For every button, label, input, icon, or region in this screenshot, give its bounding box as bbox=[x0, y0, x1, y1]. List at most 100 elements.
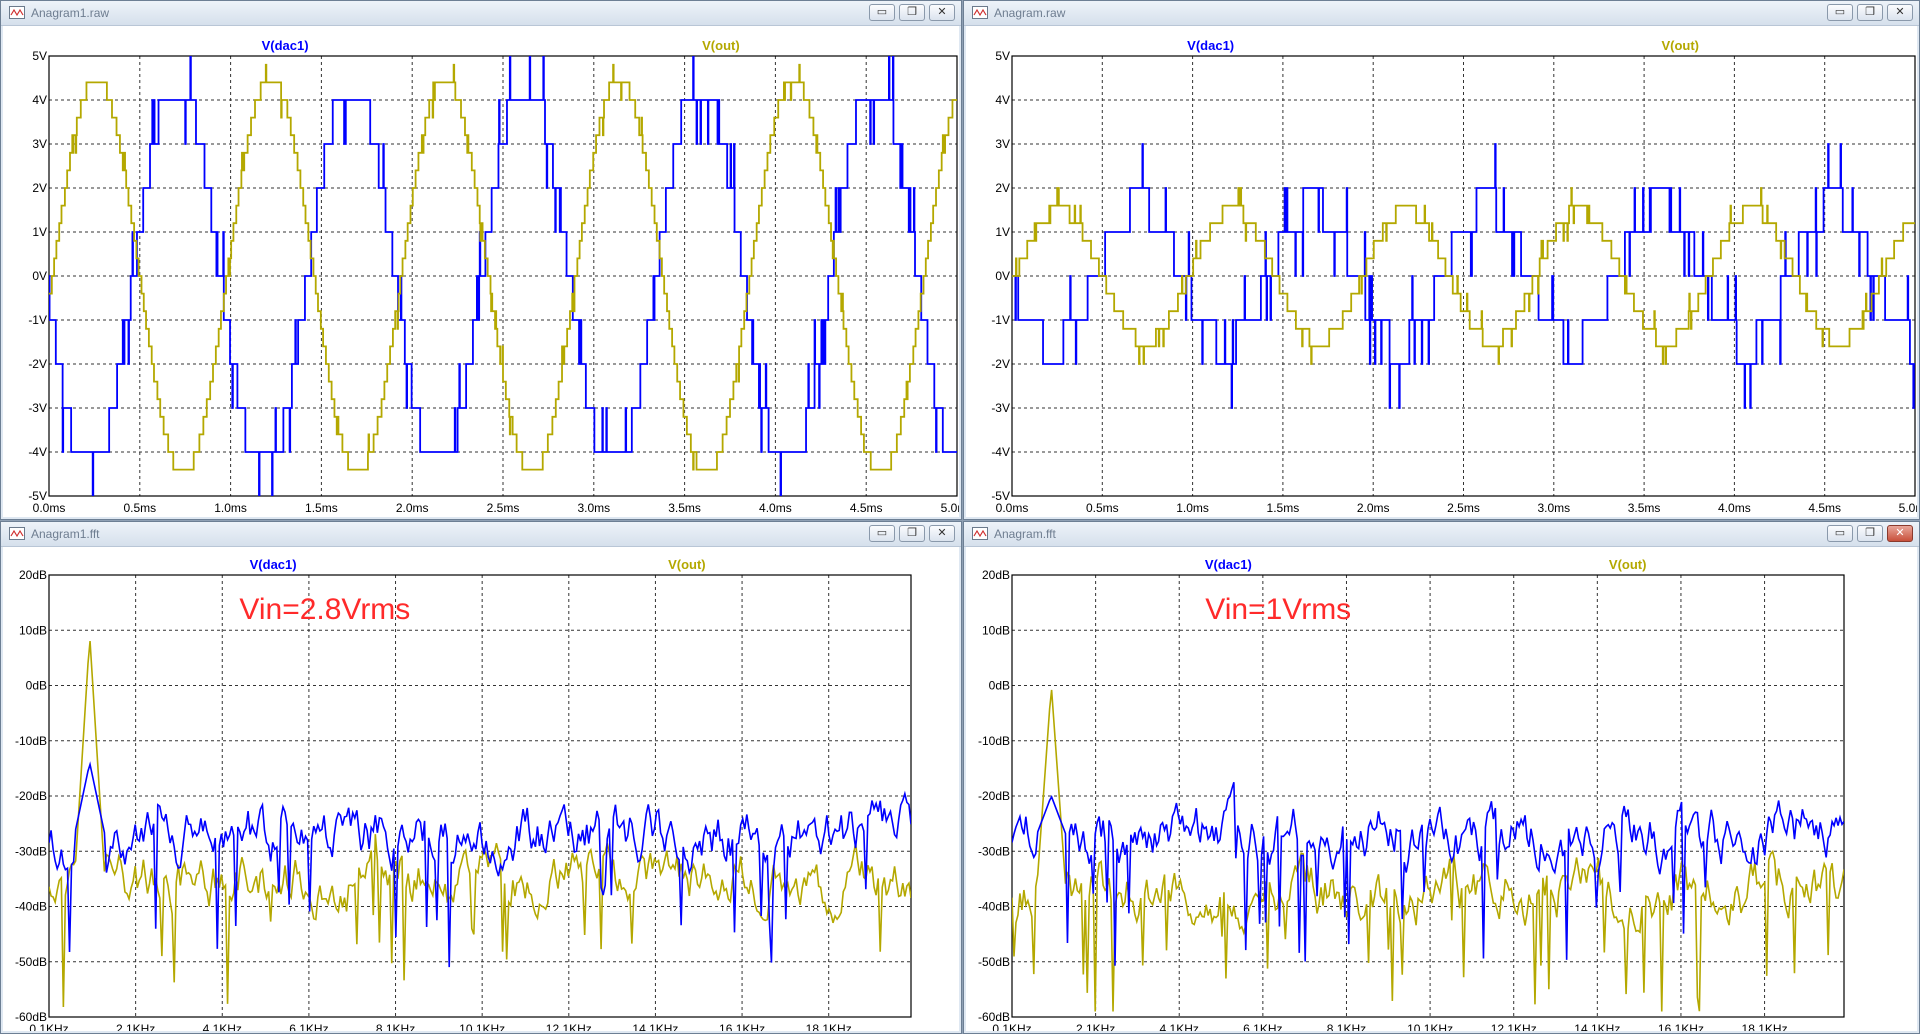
x-tick-label: 4.5ms bbox=[1808, 501, 1841, 515]
legend-entry[interactable]: V(dac1) bbox=[1205, 557, 1252, 572]
x-tick-label: 4.0ms bbox=[1718, 501, 1751, 515]
minimize-button[interactable]: ▭ bbox=[869, 525, 895, 542]
y-tick-label: -2V bbox=[991, 357, 1010, 371]
series-line-dac1 bbox=[1012, 781, 1844, 966]
waveform-app-icon bbox=[9, 6, 25, 19]
y-tick-label: -1V bbox=[991, 313, 1010, 327]
y-tick-label: -1V bbox=[28, 313, 47, 327]
legend-entry[interactable]: V(dac1) bbox=[250, 557, 297, 572]
y-tick-label: 5V bbox=[995, 49, 1010, 63]
y-tick-label: 4V bbox=[995, 93, 1010, 107]
waveform-app-icon bbox=[972, 527, 988, 540]
y-tick-label: 0V bbox=[32, 269, 47, 283]
series-line-out bbox=[1012, 187, 1915, 365]
x-tick-label: 5.0ms bbox=[941, 501, 959, 515]
close-button[interactable]: ✕ bbox=[929, 525, 955, 542]
close-button[interactable]: ✕ bbox=[1887, 4, 1913, 21]
legend-entry[interactable]: V(out) bbox=[1609, 557, 1647, 572]
y-tick-label: -3V bbox=[28, 401, 47, 415]
y-tick-label: -50dB bbox=[15, 955, 47, 969]
x-tick-label: 2.1KHz bbox=[116, 1022, 155, 1031]
plot-area[interactable]: 5V 4V 3V 2V 1V 0V -1V -2V -3V -4V -5V 0.0ms 0.5ms 1.0… bbox=[966, 26, 1917, 517]
plot-frame bbox=[48, 574, 912, 1018]
y-tick-label: -10dB bbox=[978, 734, 1010, 748]
x-tick-label: 3.0ms bbox=[1537, 501, 1570, 515]
restore-button[interactable]: ❐ bbox=[899, 525, 925, 542]
x-tick-label: 6.1KHz bbox=[289, 1022, 328, 1031]
fft-window-anagram[interactable]: Anagram.fft ▭ ❐ ✕ 20dB 10dB 0dB -10dB -20dB -… bbox=[963, 521, 1920, 1034]
window-title: Anagram1.raw bbox=[31, 6, 110, 20]
x-tick-label: 18.1KHz bbox=[806, 1022, 852, 1031]
window-titlebar[interactable]: Anagram1.fft ▭ ❐ ✕ bbox=[1, 522, 961, 547]
legend-entry[interactable]: V(out) bbox=[702, 38, 740, 53]
plot-frame bbox=[1011, 574, 1845, 1018]
x-tick-label: 2.5ms bbox=[1447, 501, 1480, 515]
y-tick-label: 0dB bbox=[989, 679, 1010, 693]
x-tick-label: 14.1KHz bbox=[632, 1022, 678, 1031]
y-tick-label: 0V bbox=[995, 269, 1010, 283]
minimize-button[interactable]: ▭ bbox=[1827, 4, 1853, 21]
x-tick-label: 18.1KHz bbox=[1742, 1022, 1788, 1031]
x-tick-label: 0.5ms bbox=[123, 501, 156, 515]
waveform-window-anagram[interactable]: Anagram.raw ▭ ❐ ✕ 5V 4V 3V 2V 1V 0V -1V -2V -3V -… bbox=[963, 0, 1920, 520]
x-tick-label: 16.1KHz bbox=[719, 1022, 765, 1031]
legend-entry[interactable]: V(out) bbox=[668, 557, 706, 572]
x-tick-label: 4.1KHz bbox=[1160, 1022, 1199, 1031]
time-domain-plot[interactable]: 5V 4V 3V 2V 1V 0V -1V -2V -3V -4V -5V0.0ms 0.5ms 1.0… bbox=[3, 26, 959, 517]
x-tick-label: 10.1KHz bbox=[459, 1022, 505, 1031]
window-titlebar[interactable]: Anagram1.raw ▭ ❐ ✕ bbox=[1, 1, 961, 26]
close-button[interactable]: ✕ bbox=[929, 4, 955, 21]
x-tick-label: 12.1KHz bbox=[546, 1022, 592, 1031]
y-tick-label: -10dB bbox=[15, 734, 47, 748]
restore-button[interactable]: ❐ bbox=[1857, 4, 1883, 21]
x-tick-label: 4.5ms bbox=[850, 501, 883, 515]
y-tick-label: 5V bbox=[32, 49, 47, 63]
waveform-window-anagram1[interactable]: Anagram1.raw ▭ ❐ ✕ 5V 4V 3V 2V 1V 0V -1V -2V -3V… bbox=[0, 0, 962, 520]
y-tick-label: 10dB bbox=[19, 623, 47, 637]
legend-entry[interactable]: V(dac1) bbox=[1187, 38, 1234, 53]
fft-window-anagram1[interactable]: Anagram1.fft ▭ ❐ ✕ 20dB 10dB 0dB -10dB -20dB… bbox=[0, 521, 962, 1034]
y-tick-label: -30dB bbox=[15, 844, 47, 858]
x-tick-label: 2.0ms bbox=[1357, 501, 1390, 515]
legend-entry[interactable]: V(out) bbox=[1661, 38, 1699, 53]
minimize-button[interactable]: ▭ bbox=[1827, 525, 1853, 542]
plot-area[interactable]: 5V 4V 3V 2V 1V 0V -1V -2V -3V -4V -5V 0.0ms 0.5ms 1.0… bbox=[3, 26, 959, 517]
x-tick-label: 1.0ms bbox=[214, 501, 247, 515]
restore-button[interactable]: ❐ bbox=[1857, 525, 1883, 542]
x-tick-label: 3.5ms bbox=[1628, 501, 1661, 515]
series-line-out bbox=[49, 640, 911, 1008]
x-tick-label: 0.1KHz bbox=[29, 1022, 68, 1031]
restore-button[interactable]: ❐ bbox=[899, 4, 925, 21]
minimize-button[interactable]: ▭ bbox=[869, 4, 895, 21]
x-tick-label: 4.0ms bbox=[759, 501, 792, 515]
legend-entry[interactable]: V(dac1) bbox=[262, 38, 309, 53]
x-tick-label: 8.1KHz bbox=[376, 1022, 415, 1031]
x-tick-label: 1.5ms bbox=[1267, 501, 1300, 515]
y-tick-label: -4V bbox=[991, 445, 1010, 459]
plot-area[interactable]: 20dB 10dB 0dB -10dB -20dB -30dB -40dB -50dB -60d… bbox=[3, 547, 959, 1031]
y-tick-label: 3V bbox=[995, 137, 1010, 151]
y-tick-label: -20dB bbox=[978, 789, 1010, 803]
plot-area[interactable]: 20dB 10dB 0dB -10dB -20dB -30dB -40dB -50dB -60d… bbox=[966, 547, 1917, 1031]
y-tick-label: 20dB bbox=[19, 568, 47, 582]
x-tick-label: 2.1KHz bbox=[1076, 1022, 1115, 1031]
window-titlebar[interactable]: Anagram.raw ▭ ❐ ✕ bbox=[964, 1, 1919, 26]
fft-plot[interactable]: 20dB 10dB 0dB -10dB -20dB -30dB -40dB -50dB -60d… bbox=[3, 547, 959, 1031]
x-tick-label: 0.0ms bbox=[996, 501, 1029, 515]
x-tick-label: 0.1KHz bbox=[992, 1022, 1031, 1031]
fft-plot[interactable]: 20dB 10dB 0dB -10dB -20dB -30dB -40dB -50dB -60d… bbox=[966, 547, 1917, 1031]
y-tick-label: 1V bbox=[32, 225, 47, 239]
grid bbox=[1012, 56, 1916, 496]
x-tick-label: 6.1KHz bbox=[1243, 1022, 1282, 1031]
x-tick-label: 8.1KHz bbox=[1327, 1022, 1366, 1031]
window-title: Anagram1.fft bbox=[31, 527, 100, 541]
close-button[interactable]: ✕ bbox=[1887, 525, 1913, 542]
vin-annotation: Vin=2.8Vrms bbox=[239, 593, 410, 626]
window-titlebar[interactable]: Anagram.fft ▭ ❐ ✕ bbox=[964, 522, 1919, 547]
x-tick-label: 0.0ms bbox=[33, 501, 66, 515]
y-tick-label: -5V bbox=[28, 489, 47, 503]
y-tick-label: 2V bbox=[995, 181, 1010, 195]
time-domain-plot[interactable]: 5V 4V 3V 2V 1V 0V -1V -2V -3V -4V -5V0.0ms 0.5ms 1.0… bbox=[966, 26, 1917, 517]
window-title: Anagram.fft bbox=[994, 527, 1056, 541]
y-tick-label: 1V bbox=[995, 225, 1010, 239]
